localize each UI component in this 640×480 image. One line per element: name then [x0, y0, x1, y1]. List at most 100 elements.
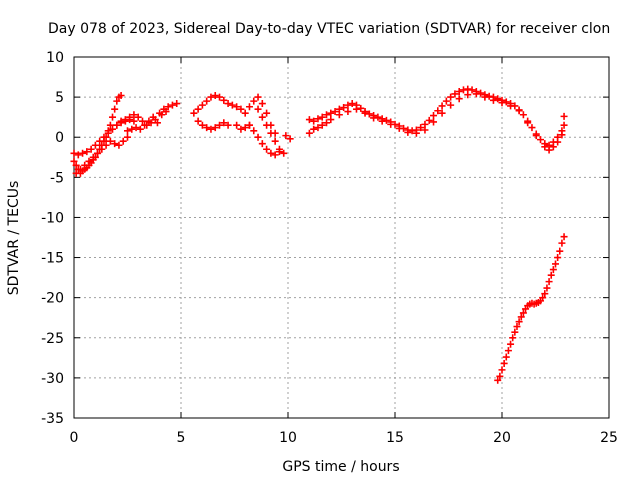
data-point [119, 137, 127, 145]
data-point [498, 366, 506, 374]
x-ticks: 0 5 10 15 20 25 [70, 57, 618, 446]
y-ticks: 10 5 0 -5 -10 -15 -20 -25 -30 -35 [41, 50, 609, 427]
data-point [113, 97, 121, 105]
data-point [442, 97, 450, 105]
data-point [323, 111, 331, 119]
data-point [318, 113, 326, 121]
data-point [228, 101, 236, 109]
y-tick-label: -10 [41, 210, 64, 226]
data-point [207, 125, 215, 133]
data-point [494, 95, 502, 103]
data-point [558, 239, 566, 247]
data-point [421, 126, 429, 134]
data-point [459, 86, 467, 94]
data-point [323, 119, 331, 127]
data-point [509, 334, 517, 342]
data-point [145, 117, 153, 125]
y-axis-label: SDTVAR / TECUs [6, 181, 22, 296]
data-point [83, 148, 91, 156]
x-tick-label: 5 [177, 430, 186, 446]
x-tick-label: 20 [493, 430, 511, 446]
data-point [267, 149, 275, 157]
data-point [220, 96, 228, 104]
data-point [504, 347, 512, 355]
data-point [258, 100, 266, 108]
data-point [545, 146, 553, 154]
data-point [245, 103, 253, 111]
data-point [115, 141, 123, 149]
data-point [76, 165, 84, 173]
data-point [271, 151, 279, 159]
data-point [374, 113, 382, 121]
data-point [280, 149, 288, 157]
data-point [494, 376, 502, 384]
data-point [263, 109, 271, 117]
data-point [378, 117, 386, 125]
data-point [128, 125, 136, 133]
data-point [558, 131, 566, 139]
data-point [258, 113, 266, 121]
data-point [245, 121, 253, 129]
data-point [500, 359, 508, 367]
data-point [224, 121, 232, 129]
data-point [267, 129, 275, 137]
data-point [194, 117, 202, 125]
data-point [554, 254, 562, 262]
data-point [138, 117, 146, 125]
data-point [100, 133, 108, 141]
data-point [560, 233, 568, 241]
data-point [539, 294, 547, 302]
data-point [79, 149, 87, 157]
data-point [485, 92, 493, 100]
data-point [507, 340, 515, 348]
data-point [117, 117, 125, 125]
series-band [305, 85, 568, 149]
data-point [98, 145, 106, 153]
chart-title: Day 078 of 2023, Sidereal Day-to-day VTE… [48, 21, 610, 37]
data-point [286, 135, 294, 143]
data-point [111, 105, 119, 113]
data-point [547, 271, 555, 279]
data-point [203, 97, 211, 105]
data-point [194, 105, 202, 113]
series-descent [494, 233, 568, 384]
data-point [532, 132, 540, 140]
data-point [224, 100, 232, 108]
data-point [496, 372, 504, 380]
y-tick-label: -35 [41, 411, 64, 427]
data-point [519, 111, 527, 119]
data-point [511, 328, 519, 336]
y-tick-label: 0 [55, 130, 64, 146]
data-point [481, 93, 489, 101]
data-point [434, 107, 442, 115]
data-point [87, 145, 95, 153]
data-point [556, 247, 564, 255]
y-tick-label: 10 [46, 50, 64, 66]
data-point [104, 129, 112, 137]
data-point [190, 109, 198, 117]
data-point [85, 157, 93, 165]
data-point [102, 141, 110, 149]
data-point [89, 153, 97, 161]
data-point [502, 353, 510, 361]
x-tick-label: 15 [386, 430, 404, 446]
y-tick-label: -15 [41, 251, 64, 267]
data-point [124, 127, 131, 135]
data-point [327, 109, 335, 117]
data-point [72, 161, 80, 169]
y-tick-label: 5 [55, 90, 64, 106]
data-point [109, 113, 117, 121]
data-point [387, 120, 395, 128]
series-main [70, 92, 294, 177]
data-point [335, 111, 343, 119]
data-point [271, 137, 279, 145]
data-point [382, 116, 390, 124]
data-point [519, 309, 527, 317]
data-point [412, 129, 420, 137]
data-point [162, 108, 170, 116]
data-point [141, 121, 149, 129]
grid-lines [74, 57, 609, 418]
data-point [507, 102, 515, 110]
data-point [314, 115, 322, 123]
